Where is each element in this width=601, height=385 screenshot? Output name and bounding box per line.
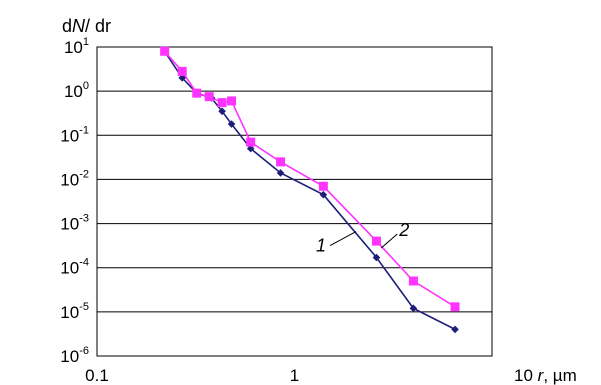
series-1-point-1 <box>178 74 186 82</box>
series-2-point-0 <box>160 46 170 56</box>
series-1-point-10 <box>409 304 418 313</box>
annotation-label-1: 1 <box>316 236 326 256</box>
series-2-point-10 <box>408 276 418 286</box>
series-1-point-6 <box>246 144 255 153</box>
series-1-point-5 <box>227 120 236 128</box>
x-tick-label-0: 0.1 <box>85 366 109 385</box>
series-1-point-4 <box>218 107 226 116</box>
y-axis-label: dN/ dr <box>62 16 111 36</box>
series-2-point-6 <box>246 137 256 147</box>
y-tick-label-6: 10-5 <box>60 301 89 322</box>
series-1-point-9 <box>372 253 381 262</box>
series-2-point-3 <box>204 92 214 102</box>
series-2-point-4 <box>217 98 227 108</box>
annotation-label-2: 2 <box>398 220 409 240</box>
series-2-point-8 <box>318 181 328 191</box>
x-axis-label: 10 r, µm <box>514 366 577 385</box>
series-2-point-9 <box>371 236 381 246</box>
annotation-leader-2 <box>380 233 398 249</box>
x-tick-labels: 0.1 1 <box>85 366 299 385</box>
series-2-point-5 <box>227 96 237 106</box>
series-markers <box>160 46 460 334</box>
y-tick-label-3: 10-2 <box>60 168 89 189</box>
series-1-point-7 <box>276 169 285 177</box>
series-2-point-11 <box>450 302 460 312</box>
y-tick-label-5: 10-4 <box>60 257 89 278</box>
plot-area <box>96 46 493 357</box>
y-tick-label-2: 10-1 <box>60 124 89 145</box>
annotation-leader-1 <box>329 231 357 246</box>
series-annotations: 12 <box>316 220 409 256</box>
series-1-point-8 <box>319 190 328 199</box>
y-tick-label-1: 100 <box>64 80 89 101</box>
y-tick-label-7: 10-6 <box>60 345 89 366</box>
series-2-point-1 <box>177 66 187 76</box>
series-2-point-7 <box>276 157 286 167</box>
x-tick-label-1: 1 <box>290 366 299 385</box>
series-2-point-2 <box>192 88 202 98</box>
y-tick-label-4: 10-3 <box>60 213 89 234</box>
series-1-point-11 <box>451 325 459 334</box>
y-tick-labels: 101 100 10-1 10-2 10-3 10-4 10-5 10-6 <box>60 36 89 366</box>
y-tick-label-0: 101 <box>64 36 89 57</box>
